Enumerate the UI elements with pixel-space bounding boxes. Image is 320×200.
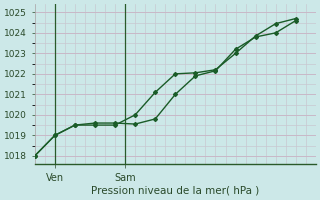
X-axis label: Pression niveau de la mer( hPa ): Pression niveau de la mer( hPa ) xyxy=(91,186,260,196)
